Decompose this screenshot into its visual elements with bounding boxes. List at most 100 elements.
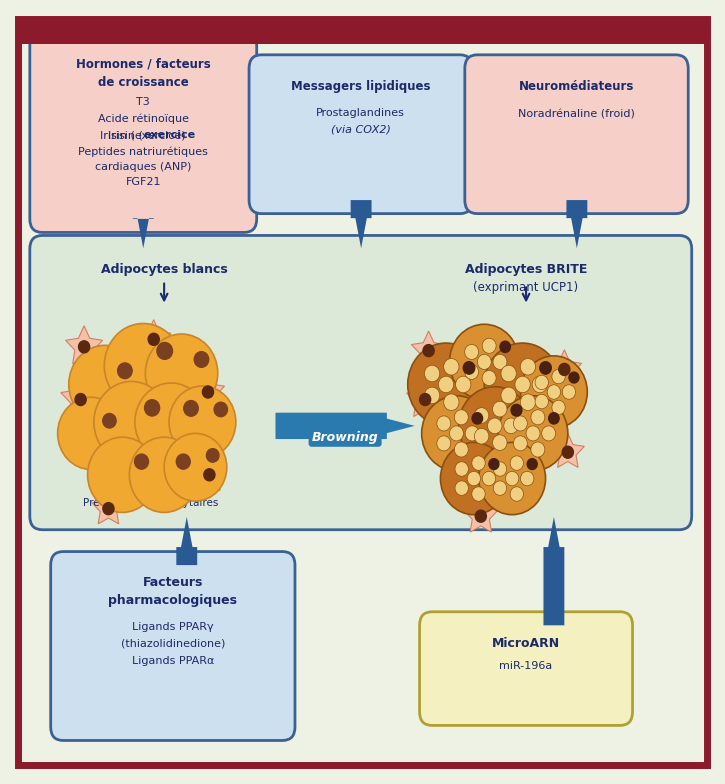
Circle shape xyxy=(547,385,560,399)
Circle shape xyxy=(117,363,132,379)
Circle shape xyxy=(455,376,471,393)
Circle shape xyxy=(58,397,125,470)
Circle shape xyxy=(103,503,114,514)
Circle shape xyxy=(535,394,548,408)
Circle shape xyxy=(472,456,485,470)
Circle shape xyxy=(207,448,219,463)
Polygon shape xyxy=(547,350,581,385)
Text: Peptides natriurétiques: Peptides natriurétiques xyxy=(78,147,208,157)
Polygon shape xyxy=(411,331,446,366)
Circle shape xyxy=(521,394,536,411)
Circle shape xyxy=(559,364,570,376)
Text: Irisin (exercice): Irisin (exercice) xyxy=(101,130,186,140)
Circle shape xyxy=(129,437,199,513)
FancyBboxPatch shape xyxy=(18,20,707,44)
Circle shape xyxy=(463,361,475,374)
Circle shape xyxy=(498,396,568,471)
Circle shape xyxy=(535,376,548,390)
Text: (: ( xyxy=(359,125,363,135)
Circle shape xyxy=(458,387,531,465)
Circle shape xyxy=(164,434,227,501)
Circle shape xyxy=(482,338,496,354)
Text: Prostaglandines: Prostaglandines xyxy=(316,107,405,118)
Circle shape xyxy=(75,394,86,405)
Circle shape xyxy=(455,462,468,476)
Circle shape xyxy=(492,435,507,451)
Text: exercice: exercice xyxy=(144,130,195,140)
Circle shape xyxy=(467,471,481,486)
Circle shape xyxy=(441,442,508,514)
Circle shape xyxy=(439,376,454,393)
Polygon shape xyxy=(176,517,197,565)
Circle shape xyxy=(104,324,182,408)
FancyBboxPatch shape xyxy=(51,552,295,740)
Circle shape xyxy=(422,396,492,471)
Circle shape xyxy=(145,334,218,412)
Text: cardiaques (ANP): cardiaques (ANP) xyxy=(95,162,191,172)
Circle shape xyxy=(511,405,522,416)
Text: MicroARN: MicroARN xyxy=(492,637,560,650)
Text: Adipocytes blancs: Adipocytes blancs xyxy=(101,263,228,275)
Polygon shape xyxy=(276,412,415,439)
Text: Neuromédiateurs: Neuromédiateurs xyxy=(519,80,634,93)
Text: Hormones / facteurs: Hormones / facteurs xyxy=(76,57,211,70)
Circle shape xyxy=(510,487,523,501)
Circle shape xyxy=(526,426,540,441)
Circle shape xyxy=(505,471,519,486)
Polygon shape xyxy=(566,200,587,249)
Circle shape xyxy=(103,413,116,428)
Text: (thiazolidinedione): (thiazolidinedione) xyxy=(120,639,225,649)
Circle shape xyxy=(144,400,160,416)
Circle shape xyxy=(455,442,468,457)
Polygon shape xyxy=(136,320,171,355)
Text: Précurseurs adipocytaires: Précurseurs adipocytaires xyxy=(83,497,218,508)
Circle shape xyxy=(424,387,440,404)
Polygon shape xyxy=(61,377,101,418)
Circle shape xyxy=(424,365,440,382)
Text: FGF21: FGF21 xyxy=(125,176,161,187)
Circle shape xyxy=(515,376,530,393)
Polygon shape xyxy=(192,456,227,491)
Text: (via COX2): (via COX2) xyxy=(331,125,391,135)
Circle shape xyxy=(549,412,559,424)
Circle shape xyxy=(510,456,523,470)
Text: Adipocytes BRITE: Adipocytes BRITE xyxy=(465,263,587,275)
Circle shape xyxy=(183,401,198,416)
Text: Messagers lipidiques: Messagers lipidiques xyxy=(291,80,431,93)
FancyBboxPatch shape xyxy=(465,55,688,213)
Circle shape xyxy=(444,358,459,375)
Text: T3: T3 xyxy=(136,97,150,107)
Circle shape xyxy=(504,418,518,434)
Circle shape xyxy=(455,410,468,425)
Circle shape xyxy=(521,471,534,486)
Text: Irisin (exercice): Irisin (exercice) xyxy=(101,130,186,140)
Circle shape xyxy=(487,418,502,434)
Circle shape xyxy=(482,471,496,486)
Circle shape xyxy=(450,325,519,400)
Text: Ligands PPARα: Ligands PPARα xyxy=(132,656,214,666)
Circle shape xyxy=(484,343,561,426)
Circle shape xyxy=(474,428,489,444)
Circle shape xyxy=(194,352,209,368)
Circle shape xyxy=(472,412,483,424)
Circle shape xyxy=(465,344,479,360)
Circle shape xyxy=(465,365,479,379)
Polygon shape xyxy=(551,434,584,467)
Polygon shape xyxy=(407,379,444,416)
Circle shape xyxy=(552,369,566,383)
Circle shape xyxy=(492,401,507,417)
Circle shape xyxy=(478,442,545,514)
Text: de croissance: de croissance xyxy=(98,76,188,89)
Circle shape xyxy=(94,382,169,463)
Circle shape xyxy=(204,469,215,481)
Circle shape xyxy=(455,481,468,495)
Text: Acide rétinoïque: Acide rétinoïque xyxy=(98,114,188,124)
Circle shape xyxy=(521,358,536,375)
Circle shape xyxy=(420,394,431,405)
Circle shape xyxy=(552,401,566,415)
Circle shape xyxy=(476,510,486,522)
Polygon shape xyxy=(544,517,564,626)
Circle shape xyxy=(527,459,537,470)
Circle shape xyxy=(521,356,587,428)
Circle shape xyxy=(501,387,516,404)
